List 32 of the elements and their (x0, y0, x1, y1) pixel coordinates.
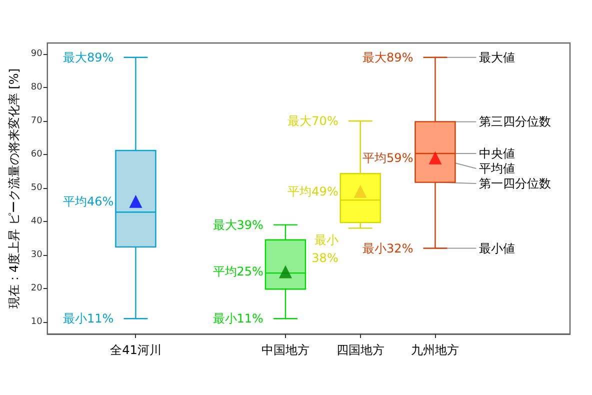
x-tick-label: 四国地方 (336, 343, 384, 357)
annotation: 中央値 (479, 146, 516, 161)
y-tick-label: 70 (30, 116, 43, 126)
annotation: 最大89% (63, 50, 114, 64)
y-tick-label: 60 (30, 150, 43, 160)
y-tick-label: 50 (30, 183, 43, 193)
annotation: 最大70% (288, 114, 338, 128)
x-tick-label: 中国地方 (261, 343, 310, 357)
annotation: 最小32% (362, 241, 414, 256)
annotation: 最小11% (212, 312, 264, 326)
y-tick-label: 10 (30, 316, 43, 327)
annotation: 第一四分位数 (479, 176, 552, 191)
y-tick-label: 80 (30, 82, 43, 93)
annotation: 平均25% (212, 264, 264, 279)
y-axis-title: 現在：4度上昇 ピーク流量の将来変化率 [%] (7, 68, 21, 309)
annotation: 最小値 (479, 241, 516, 256)
annotation: 最大値 (479, 50, 516, 64)
annotation: 最小11% (63, 312, 114, 326)
y-tick-label: 40 (30, 216, 43, 226)
annotation: 最大39% (212, 218, 264, 232)
annotation: 最小 38% (312, 233, 338, 266)
x-tick-label: 全41河川 (110, 343, 162, 357)
annotation: 平均49% (288, 184, 338, 198)
annotation: 平均値 (479, 162, 516, 176)
x-tick-label: 九州地方 (411, 343, 460, 357)
annotation: 平均59% (362, 150, 414, 165)
annotation: 第三四分位数 (479, 114, 552, 129)
y-tick-label: 90 (30, 49, 43, 60)
annotation: 最大89% (362, 50, 414, 64)
y-tick-label: 30 (30, 250, 43, 260)
annotation: 平均46% (63, 194, 114, 208)
y-tick-label: 20 (30, 283, 43, 294)
